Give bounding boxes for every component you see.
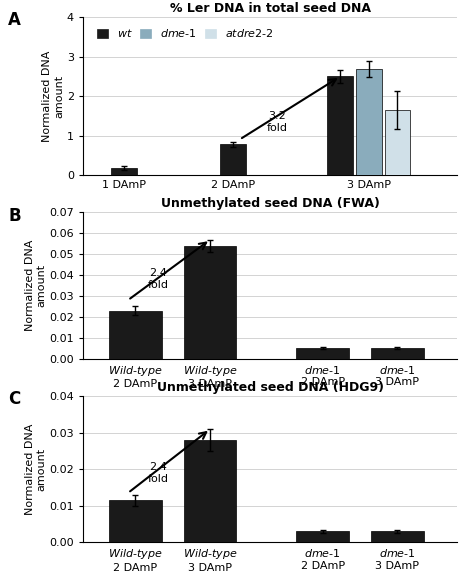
Bar [384, 110, 410, 175]
Text: B: B [8, 207, 21, 224]
Title: Unmethylated seed DNA (FWA): Unmethylated seed DNA (FWA) [161, 197, 380, 210]
Bar [371, 348, 424, 359]
Y-axis label: Normalized DNA
amount: Normalized DNA amount [42, 51, 64, 142]
Bar [296, 532, 349, 542]
Text: A: A [8, 11, 21, 29]
Bar [356, 69, 382, 175]
Y-axis label: Normalized DNA
amount: Normalized DNA amount [25, 424, 46, 515]
Legend: $wt$, $dme$-$1$, $atdre2$-$2$: $wt$, $dme$-$1$, $atdre2$-$2$ [92, 23, 278, 44]
Bar [371, 532, 424, 542]
Bar [328, 76, 353, 175]
Y-axis label: Normalized DNA
amount: Normalized DNA amount [25, 240, 46, 331]
Bar [109, 501, 162, 542]
Bar [184, 246, 237, 359]
Bar [109, 311, 162, 359]
Title: Unmethylated seed DNA (HDG9): Unmethylated seed DNA (HDG9) [157, 381, 383, 394]
Bar [184, 440, 237, 542]
Text: 2.4
fold: 2.4 fold [147, 462, 168, 484]
Text: 2.4
fold: 2.4 fold [147, 269, 168, 290]
Bar [220, 144, 246, 175]
Bar [111, 168, 137, 175]
Text: C: C [8, 390, 20, 408]
Text: 3.2
fold: 3.2 fold [266, 111, 288, 133]
Bar [296, 348, 349, 359]
Title: % Ler DNA in total seed DNA: % Ler DNA in total seed DNA [170, 2, 371, 15]
